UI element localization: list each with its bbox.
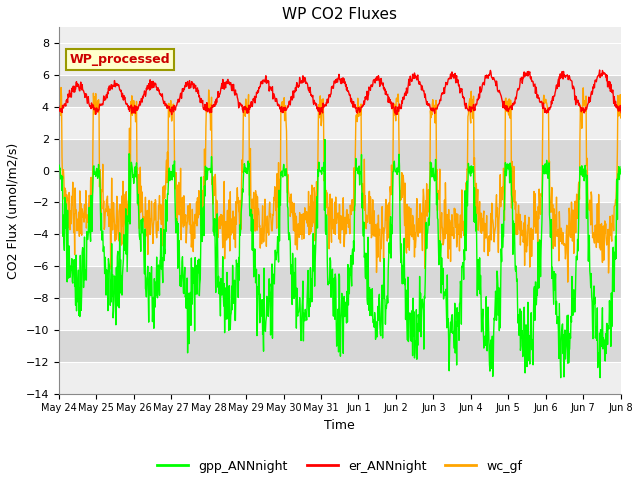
X-axis label: Time: Time	[324, 419, 355, 432]
Title: WP CO2 Fluxes: WP CO2 Fluxes	[282, 7, 397, 22]
Bar	[59, 330, 621, 362]
Bar	[59, 266, 621, 298]
Y-axis label: CO2 Flux (umol/m2/s): CO2 Flux (umol/m2/s)	[7, 142, 20, 278]
Bar	[59, 139, 621, 170]
Legend: gpp_ANNnight, er_ANNnight, wc_gf: gpp_ANNnight, er_ANNnight, wc_gf	[152, 455, 527, 478]
Bar	[59, 203, 621, 234]
Bar	[59, 75, 621, 107]
Text: WP_processed: WP_processed	[70, 53, 171, 66]
